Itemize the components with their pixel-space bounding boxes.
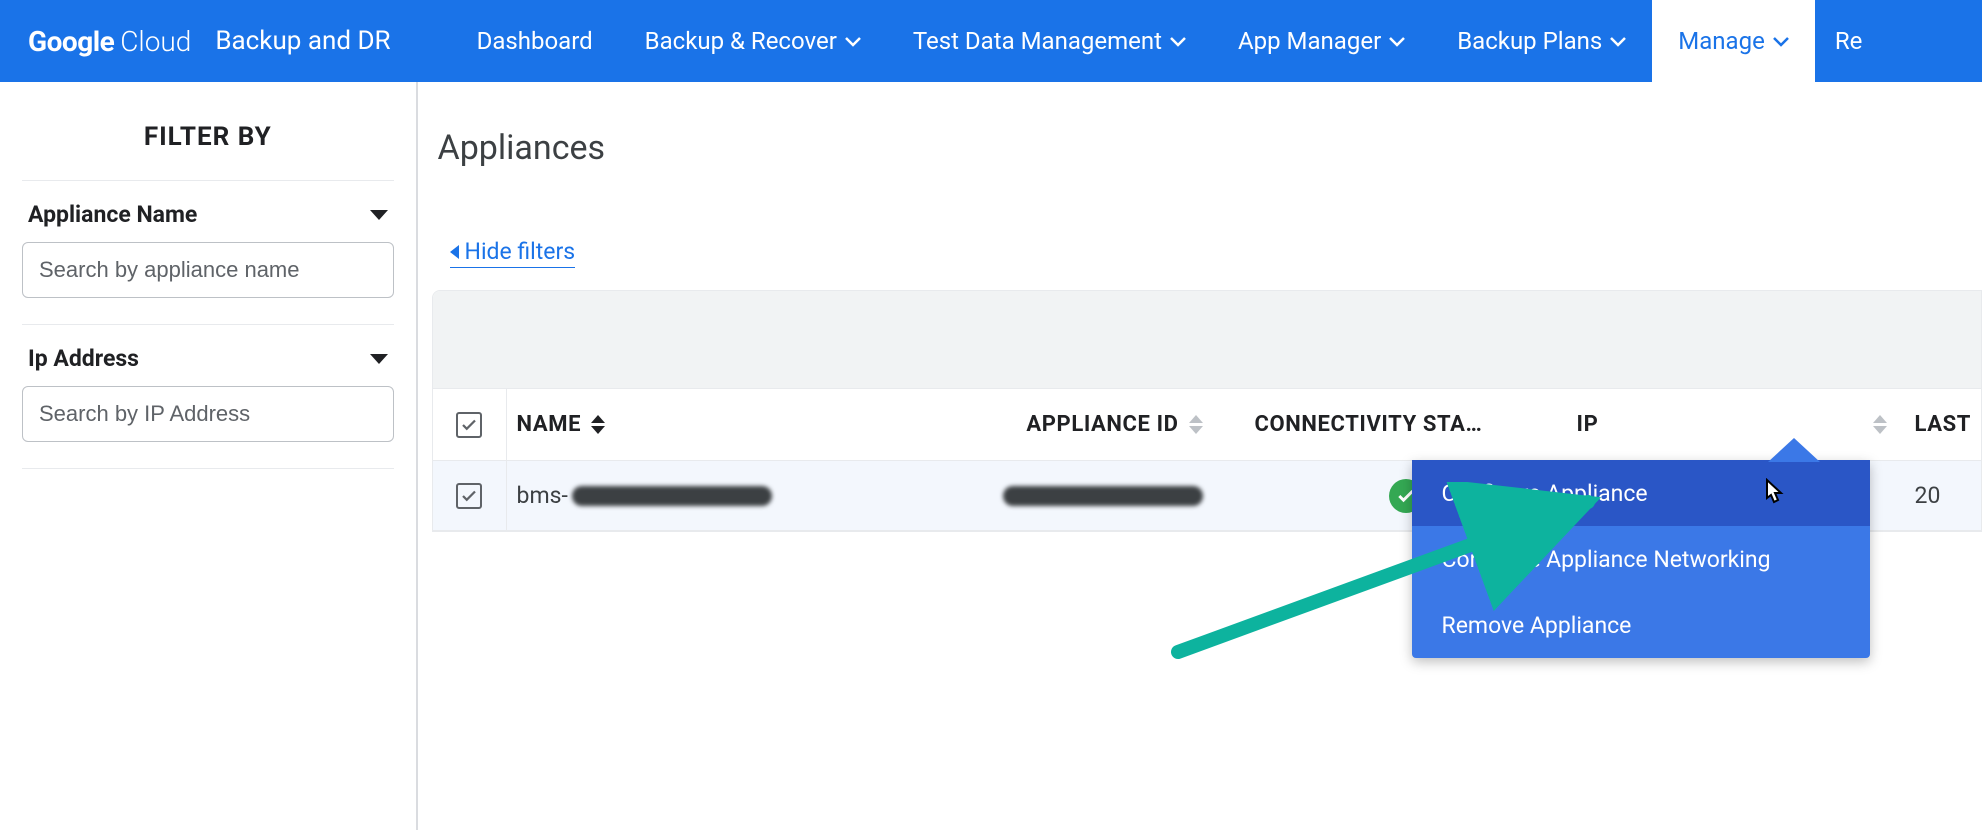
filter-section: Ip Address (22, 325, 394, 469)
main-nav: DashboardBackup & RecoverTest Data Manag… (451, 0, 1873, 82)
row-checkbox[interactable] (456, 483, 482, 509)
logo-light: Cloud (120, 25, 191, 58)
cell-name: bms- (507, 482, 935, 509)
nav-item-app-manager[interactable]: App Manager (1212, 0, 1431, 82)
check-icon (460, 416, 478, 434)
nav-item-test-data-management[interactable]: Test Data Management (887, 0, 1212, 82)
google-cloud-logo[interactable]: Google Cloud (28, 25, 191, 58)
check-icon (460, 487, 478, 505)
column-name[interactable]: NAME (507, 412, 935, 437)
nav-item-backup-recover[interactable]: Backup & Recover (619, 0, 887, 82)
filter-sidebar: FILTER BY Appliance Name Ip Address (0, 82, 418, 830)
menu-item-remove-appliance[interactable]: Remove Appliance (1412, 592, 1870, 658)
logo-group: Google Cloud Backup and DR (28, 25, 391, 58)
filter-header[interactable]: Appliance Name (22, 201, 394, 242)
chevron-down-icon (1389, 32, 1405, 51)
column-appliance-id[interactable]: APPLIANCE ID (935, 412, 1245, 437)
caret-down-icon (370, 210, 388, 220)
hide-filters-link[interactable]: Hide filters (450, 238, 576, 268)
nav-item-dashboard[interactable]: Dashboard (451, 0, 619, 82)
filter-input[interactable] (22, 386, 394, 442)
sort-icon (1873, 415, 1887, 434)
menu-item-configure-appliance[interactable]: Configure Appliance (1412, 460, 1870, 526)
filter-title: FILTER BY (22, 122, 394, 181)
context-menu: Configure ApplianceConfigure Appliance N… (1412, 460, 1870, 658)
chevron-down-icon (1773, 32, 1789, 51)
nav-item-re[interactable]: Re (1815, 0, 1873, 82)
filter-section: Appliance Name (22, 181, 394, 325)
redacted-text (1003, 486, 1203, 506)
column-connectivity[interactable]: CONNECTIVITY STA… (1245, 412, 1567, 437)
top-bar: Google Cloud Backup and DR DashboardBack… (0, 0, 1982, 82)
menu-item-configure-appliance-networking[interactable]: Configure Appliance Networking (1412, 526, 1870, 592)
hide-filters-label: Hide filters (465, 238, 576, 265)
filter-input[interactable] (22, 242, 394, 298)
triangle-left-icon (450, 245, 459, 259)
filter-header[interactable]: Ip Address (22, 345, 394, 386)
row-checkbox-cell (433, 461, 507, 530)
chevron-down-icon (1170, 32, 1186, 51)
table-header-row: NAME APPLIANCE ID CONNECTIVITY STA… IP L… (433, 389, 1981, 461)
sort-icon (591, 415, 605, 434)
product-name[interactable]: Backup and DR (215, 26, 390, 56)
cell-last: 20 (1897, 482, 1981, 509)
sort-icon (1189, 415, 1203, 434)
main-content: Appliances Hide filters NAME APPLIANCE I… (418, 82, 1982, 830)
chevron-down-icon (1610, 32, 1626, 51)
caret-down-icon (370, 354, 388, 364)
nav-item-backup-plans[interactable]: Backup Plans (1431, 0, 1652, 82)
menu-pointer-icon (1768, 438, 1820, 462)
page-title: Appliances (438, 128, 1982, 168)
nav-item-manage[interactable]: Manage (1652, 0, 1815, 82)
header-checkbox-cell (433, 389, 507, 460)
cell-appliance-id (935, 486, 1245, 506)
redacted-text (572, 486, 772, 506)
column-ip[interactable]: IP (1567, 412, 1897, 437)
chevron-down-icon (845, 32, 861, 51)
select-all-checkbox[interactable] (456, 412, 482, 438)
logo-bold: Google (28, 25, 114, 58)
column-last[interactable]: LAST (1897, 412, 1981, 437)
table-toolbar (433, 291, 1981, 389)
